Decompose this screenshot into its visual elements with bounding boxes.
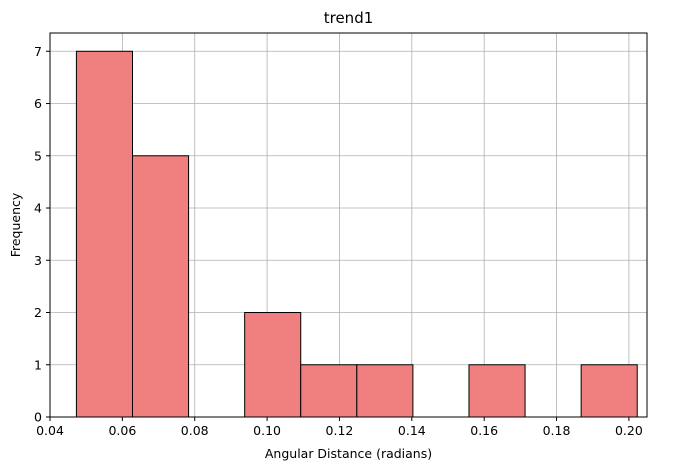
x-tick-label: 0.12 [326, 423, 354, 438]
y-tick-label: 7 [34, 44, 42, 59]
x-tick-label: 0.16 [470, 423, 498, 438]
x-tick-label: 0.06 [108, 423, 136, 438]
x-tick-label: 0.18 [543, 423, 571, 438]
histogram-bar [75, 50, 133, 418]
x-tick-label: 0.10 [253, 423, 281, 438]
y-tick-label: 6 [34, 96, 42, 111]
y-tick-label: 2 [34, 305, 42, 320]
x-tick-label: 0.20 [615, 423, 643, 438]
histogram-bar [131, 155, 190, 418]
plot-frame [49, 32, 648, 418]
y-tick-label: 1 [34, 357, 42, 372]
y-tick-label: 3 [34, 253, 42, 268]
y-tick-label: 4 [34, 201, 42, 216]
histogram-bar [300, 364, 358, 418]
x-axis-ticks: 0.04 0.06 0.08 0.10 0.12 0.14 0.16 0.18 0.20 [36, 417, 643, 438]
histogram-bar [580, 364, 638, 418]
histogram-bar [356, 364, 414, 418]
x-tick-label: 0.08 [181, 423, 209, 438]
histogram-bar [244, 312, 302, 418]
x-tick-label: 0.14 [398, 423, 426, 438]
y-tick-label: 5 [34, 148, 42, 163]
y-tick-label: 0 [34, 410, 42, 425]
y-axis-ticks: 0 1 2 3 4 5 6 7 [34, 44, 50, 425]
chart-title: trend1 [324, 9, 374, 27]
histogram-bars [75, 50, 638, 418]
histogram-bar [468, 364, 526, 418]
y-axis-label: Frequency [8, 192, 23, 257]
x-axis-label: Angular Distance (radians) [265, 446, 432, 461]
x-tick-label: 0.04 [36, 423, 64, 438]
